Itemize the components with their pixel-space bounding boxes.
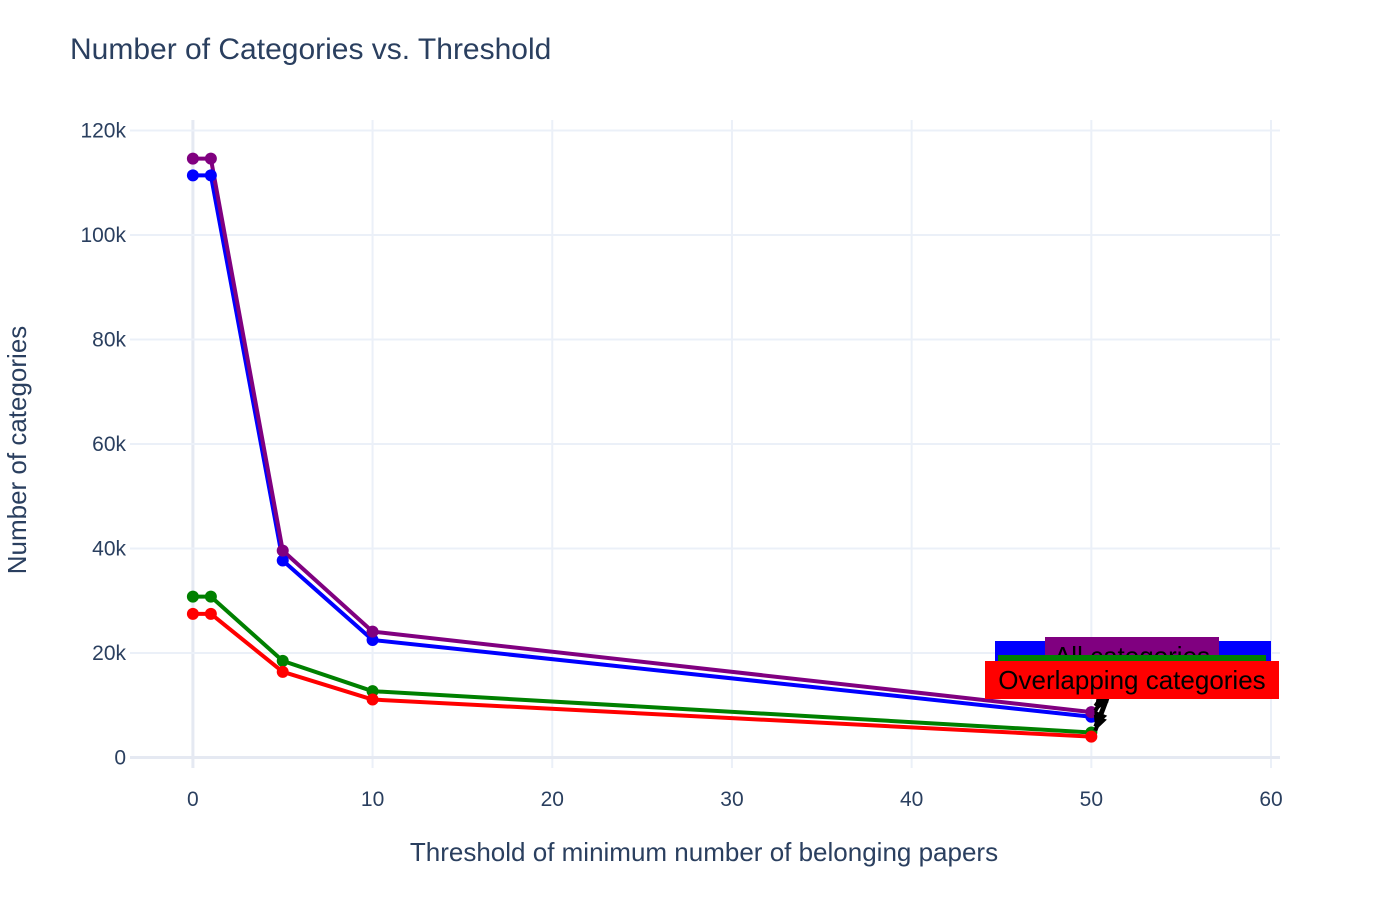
data-point — [204, 169, 217, 182]
grid-lines — [130, 120, 1280, 768]
x-tick-label: 0 — [187, 788, 199, 811]
data-point — [276, 544, 289, 557]
y-axis-ticks: 0 20k 40k 60k 80k 100k 120k — [80, 119, 126, 769]
data-point — [204, 607, 217, 620]
y-tick-label: 80k — [92, 328, 126, 351]
x-tick-label: 40 — [900, 788, 923, 811]
y-tick-label: 60k — [92, 433, 126, 456]
annotations: All categoriesAll categoriesOverlapping … — [985, 637, 1279, 732]
chart-title: Number of Categories vs. Threshold — [70, 33, 551, 66]
data-point — [204, 590, 217, 603]
data-point — [366, 693, 379, 706]
arrowhead-icon — [1093, 714, 1107, 731]
y-tick-label: 20k — [92, 642, 126, 665]
data-point — [204, 152, 217, 165]
annotation-label: Overlapping categories — [998, 665, 1265, 695]
x-tick-label: 20 — [541, 788, 564, 811]
y-tick-label: 40k — [92, 538, 126, 561]
x-tick-label: 60 — [1259, 788, 1282, 811]
y-tick-label: 0 — [114, 747, 126, 770]
data-point — [186, 152, 199, 165]
data-point — [186, 169, 199, 182]
y-tick-label: 120k — [80, 119, 126, 142]
series-line — [192, 173, 1092, 719]
y-tick-label: 100k — [80, 224, 126, 247]
series-lines — [192, 156, 1092, 739]
x-tick-label: 50 — [1080, 788, 1103, 811]
data-point — [276, 665, 289, 678]
data-point — [276, 654, 289, 667]
data-point — [186, 607, 199, 620]
x-tick-label: 30 — [720, 788, 743, 811]
data-point — [366, 633, 379, 646]
data-point — [186, 590, 199, 603]
data-point — [366, 685, 379, 698]
annotation-box — [985, 661, 1279, 699]
data-point — [276, 554, 289, 567]
x-tick-label: 10 — [361, 788, 384, 811]
data-point — [366, 625, 379, 638]
x-axis-ticks: 0 10 20 30 40 50 60 — [187, 788, 1283, 811]
data-point — [1085, 730, 1098, 743]
series-markers — [186, 152, 1098, 743]
series-line — [192, 156, 1092, 715]
y-axis-title: Number of categories — [2, 326, 32, 575]
x-axis-title: Threshold of minimum number of belonging… — [410, 837, 998, 867]
